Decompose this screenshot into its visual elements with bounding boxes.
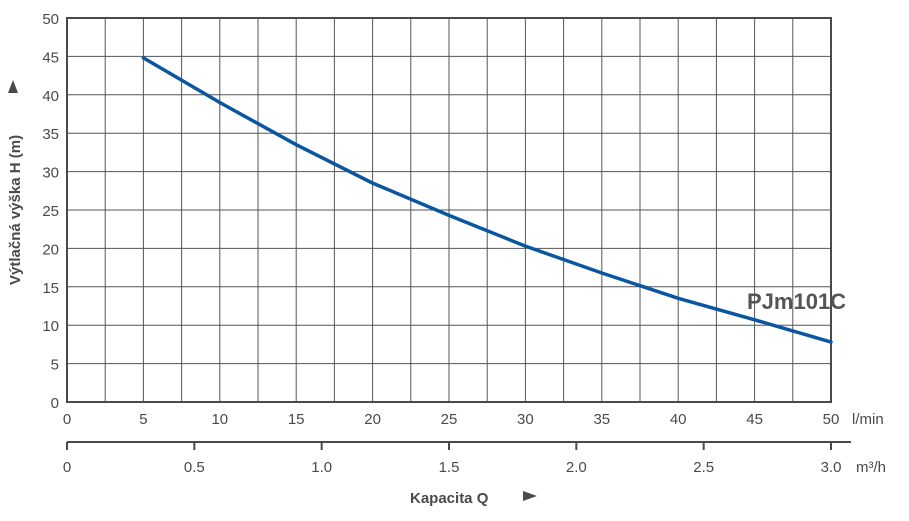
svg-text:50: 50 (42, 11, 59, 28)
svg-text:35: 35 (593, 411, 610, 428)
svg-text:15: 15 (42, 280, 59, 297)
svg-text:15: 15 (288, 411, 305, 428)
grid-lines (66, 17, 832, 403)
x-unit-secondary: m³/h (856, 459, 886, 476)
y-axis-label: Výtlačná výška H (m) (7, 135, 24, 285)
svg-text:30: 30 (517, 411, 534, 428)
svg-text:0: 0 (63, 411, 71, 428)
x-arrow-icon (523, 491, 537, 501)
svg-text:40: 40 (670, 411, 687, 428)
performance-curve (141, 56, 833, 344)
svg-text:0.5: 0.5 (184, 459, 205, 476)
svg-text:10: 10 (42, 318, 59, 335)
svg-text:10: 10 (211, 411, 228, 428)
x-axis-secondary-m3h: 0 0.5 1.0 1.5 2.0 2.5 3.0 (63, 441, 851, 476)
svg-text:40: 40 (42, 88, 59, 105)
svg-text:45: 45 (42, 49, 59, 66)
svg-text:20: 20 (364, 411, 381, 428)
model-label: PJm101C (747, 289, 846, 314)
y-arrow-icon (8, 80, 18, 93)
y-axis-ticks: 0 5 10 15 20 25 30 35 40 45 50 (42, 11, 59, 412)
svg-text:1.0: 1.0 (311, 459, 332, 476)
x-unit-primary: l/min (852, 411, 884, 428)
x-axis-ticks-lmin: 0 5 10 15 20 25 30 35 40 45 50 (63, 411, 840, 428)
svg-text:2.0: 2.0 (566, 459, 587, 476)
svg-text:25: 25 (441, 411, 458, 428)
svg-text:50: 50 (823, 411, 840, 428)
svg-text:0: 0 (63, 459, 71, 476)
svg-text:25: 25 (42, 203, 59, 220)
axes (66, 17, 832, 403)
svg-text:20: 20 (42, 241, 59, 258)
svg-text:0: 0 (51, 395, 59, 412)
svg-text:5: 5 (139, 411, 147, 428)
svg-text:2.5: 2.5 (693, 459, 714, 476)
svg-text:1.5: 1.5 (439, 459, 460, 476)
svg-text:3.0: 3.0 (821, 459, 842, 476)
svg-text:35: 35 (42, 126, 59, 143)
svg-text:5: 5 (51, 357, 59, 374)
svg-text:30: 30 (42, 165, 59, 182)
svg-text:45: 45 (746, 411, 763, 428)
x-axis-label: Kapacita Q (410, 490, 489, 507)
